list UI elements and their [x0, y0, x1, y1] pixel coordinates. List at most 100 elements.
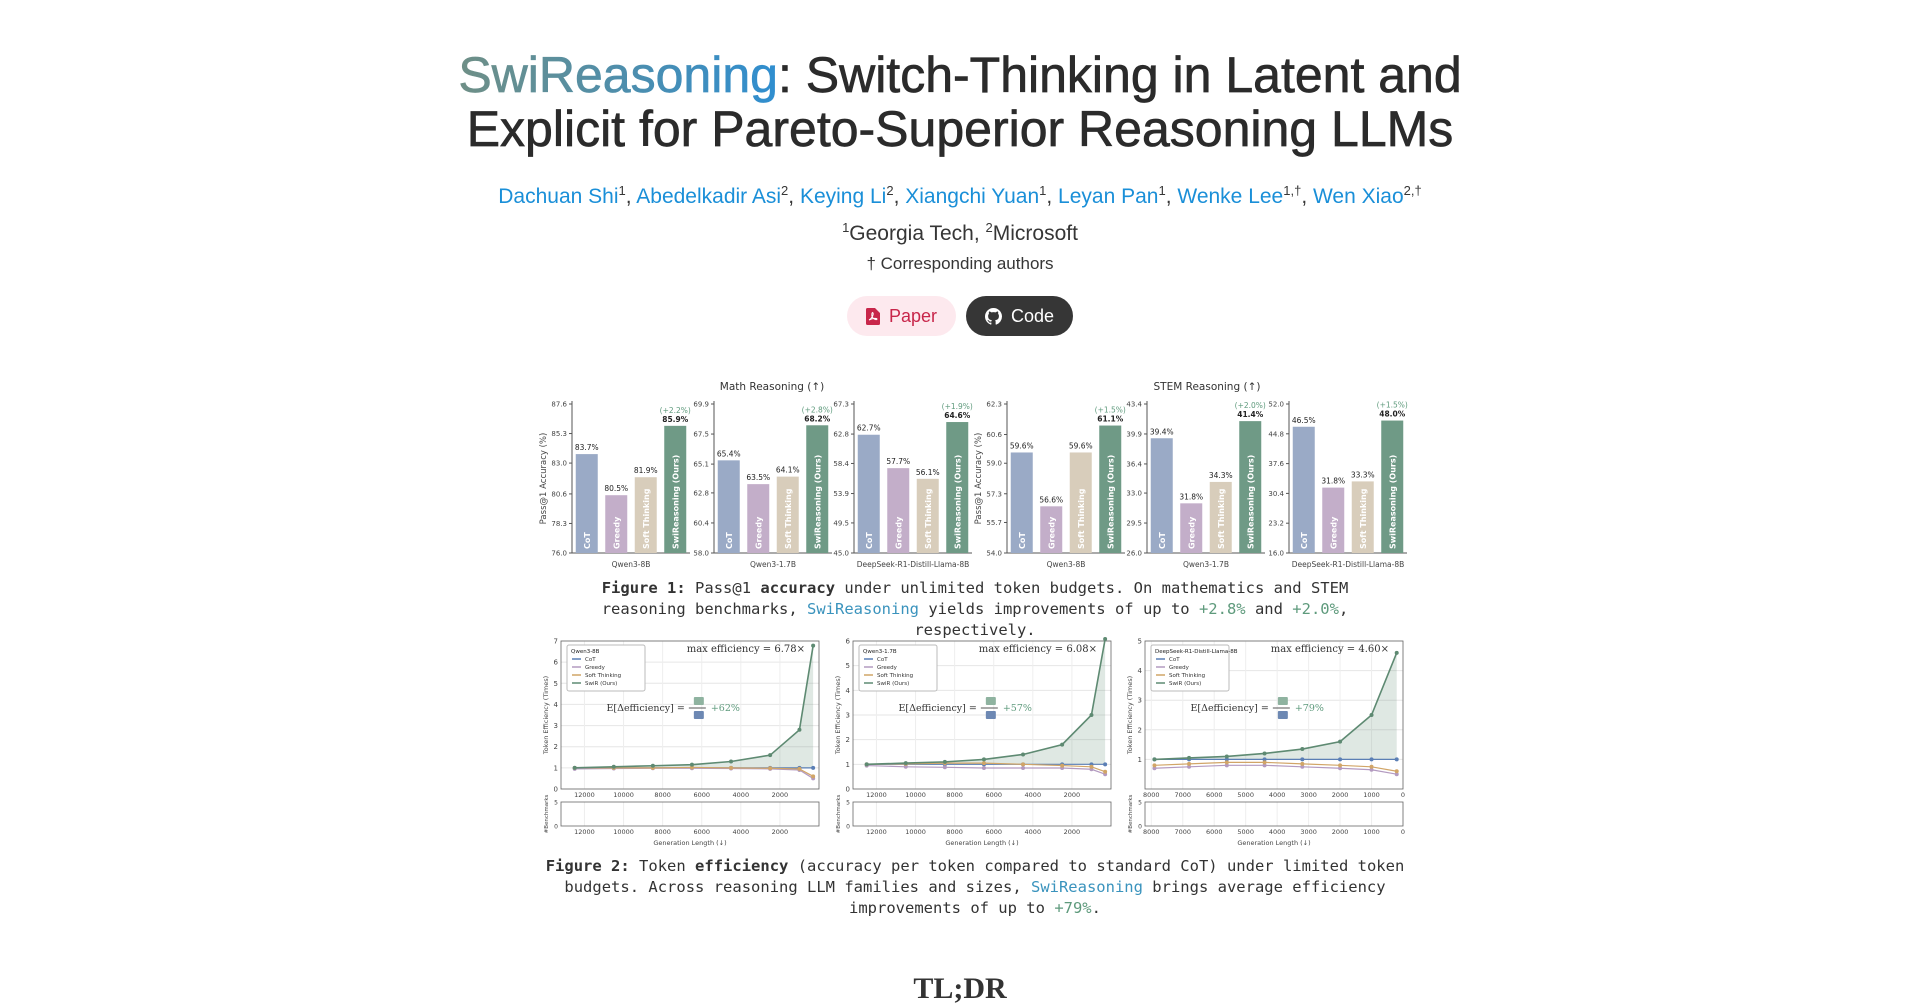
series-point — [1021, 762, 1026, 767]
author: Leyan Pan1 — [1046, 183, 1165, 208]
x-tick-label: 3000 — [1300, 828, 1317, 836]
value-label: 64.1% — [776, 466, 800, 475]
annotation: max efficiency = 6.08× — [979, 644, 1097, 655]
y-tick-label: 0 — [554, 824, 558, 831]
figure-2: Token Efficiency (Times) #Benchmarks 0 1 2 3 4… — [542, 637, 1405, 847]
y-tick-label: 54.0 — [986, 550, 1002, 558]
series-point — [811, 774, 816, 779]
annotation: E[Δefficiency] = — [606, 703, 684, 714]
y-tick-label: 62.8 — [693, 489, 709, 497]
bar — [946, 422, 969, 553]
title-text: : Switch-Thinking in Latent and — [777, 47, 1462, 103]
y-tick-label: 78.3 — [551, 520, 567, 528]
series-point — [1300, 747, 1305, 752]
series-point — [942, 765, 947, 770]
x-tick-label: 4000 — [1269, 828, 1286, 836]
y-tick-label: 55.7 — [986, 519, 1002, 527]
title-text: Explicit for Pareto-Superior Reasoning L… — [466, 101, 1454, 157]
bar — [1381, 420, 1404, 553]
paper-button[interactable]: Paper — [846, 296, 956, 336]
bar-name: SwiReasoning (Ours) — [953, 455, 962, 549]
legend-label: Greedy — [585, 665, 606, 671]
series-point — [1103, 637, 1108, 642]
model-label: Qwen3-8B — [1047, 560, 1086, 569]
value-label: 48.0% — [1379, 410, 1406, 419]
gain-area — [866, 639, 1106, 765]
series-line — [1154, 764, 1397, 775]
pdf-icon — [865, 307, 880, 325]
author-name[interactable]: Leyan Pan — [1058, 185, 1159, 208]
series-point — [1089, 713, 1094, 717]
series-line — [1154, 652, 1398, 761]
annotation: +57% — [1003, 703, 1032, 714]
series-point — [1187, 761, 1192, 766]
x-tick-label: 2000 — [1064, 828, 1081, 836]
x-tick-label: 12000 — [866, 791, 887, 799]
bar — [776, 476, 799, 553]
series-point — [1369, 767, 1374, 772]
plot-frame — [852, 640, 1112, 790]
author: Xiangchi Yuan1 — [894, 183, 1047, 208]
author-name[interactable]: Abedelkadir Asi — [636, 185, 782, 208]
value-label: 31.8% — [1321, 477, 1345, 486]
author-name[interactable]: Keying Li — [799, 185, 887, 208]
y-axis-label: #Benchmarks — [1128, 794, 1134, 833]
affiliation: 2Microsoft — [974, 220, 1078, 245]
y-tick-label: 3 — [554, 722, 558, 730]
author-name[interactable]: Wenke Lee — [1177, 185, 1284, 208]
y-tick-label: 0 — [1138, 824, 1142, 831]
gain-label: (+1.5%) — [1095, 406, 1126, 415]
x-tick-label: 0 — [1401, 791, 1405, 799]
bar-name: CoT — [725, 532, 734, 549]
series-line — [866, 638, 1106, 766]
bar-name: SwiReasoning (Ours) — [1106, 455, 1115, 549]
legend-label: CoT — [1169, 657, 1180, 663]
x-tick-label: 1000 — [1363, 828, 1380, 836]
bar — [1040, 506, 1063, 553]
affiliation-name: Georgia Tech — [849, 222, 974, 245]
legend-label: Greedy — [1169, 665, 1190, 671]
series-point — [1262, 757, 1267, 762]
y-tick-label: 1 — [846, 761, 850, 769]
series-point — [1338, 766, 1343, 771]
y-tick-label: 0 — [846, 786, 850, 794]
bar-name: CoT — [1300, 532, 1309, 549]
y-tick-label: 29.5 — [1126, 520, 1142, 528]
y-tick-label: 62.8 — [833, 431, 849, 439]
bar — [575, 454, 598, 553]
bar-name: CoT — [1158, 532, 1167, 549]
bar-name: Soft Thinking — [1077, 488, 1086, 549]
y-tick-label: 36.4 — [1126, 460, 1142, 468]
author-name[interactable]: Wen Xiao — [1312, 185, 1404, 208]
series-point — [797, 766, 802, 771]
plot-frame — [1144, 801, 1404, 827]
bar — [806, 425, 829, 553]
x-tick-label: 8000 — [654, 828, 671, 836]
bar-name: CoT — [865, 532, 874, 549]
model-label: DeepSeek-R1-Distill-Llama-8B — [857, 560, 970, 569]
plot-frame — [1144, 640, 1404, 790]
author-sup: 1,† — [1283, 183, 1302, 198]
author-name[interactable]: Xiangchi Yuan — [905, 185, 1040, 208]
y-tick-label: 16.0 — [1268, 550, 1284, 558]
bar-name: CoT — [1018, 532, 1027, 549]
author-name[interactable]: Dachuan Shi — [498, 185, 619, 208]
y-tick-label: 6 — [846, 638, 851, 646]
bar-name: Soft Thinking — [1359, 488, 1368, 549]
y-tick-label: 53.9 — [833, 490, 849, 498]
bar-name: SwiReasoning (Ours) — [671, 455, 680, 549]
series-point — [1300, 764, 1305, 769]
bar-name: Greedy — [754, 516, 763, 549]
code-button[interactable]: Code — [966, 296, 1074, 336]
series-point — [1060, 763, 1065, 768]
model-label: Qwen3-1.7B — [1183, 560, 1229, 569]
author: Keying Li2 — [788, 183, 893, 208]
y-tick-label: 4 — [1138, 667, 1143, 675]
fraction-box — [985, 711, 996, 719]
y-tick-label: 30.4 — [1268, 490, 1284, 498]
x-axis-label: Generation Length (↓) — [1237, 839, 1310, 847]
legend-label: Soft Thinking — [585, 673, 621, 679]
affiliation-sup: 1 — [842, 220, 850, 235]
model-label: Qwen3-1.7B — [750, 560, 796, 569]
caption-text: accuracy — [760, 579, 836, 597]
